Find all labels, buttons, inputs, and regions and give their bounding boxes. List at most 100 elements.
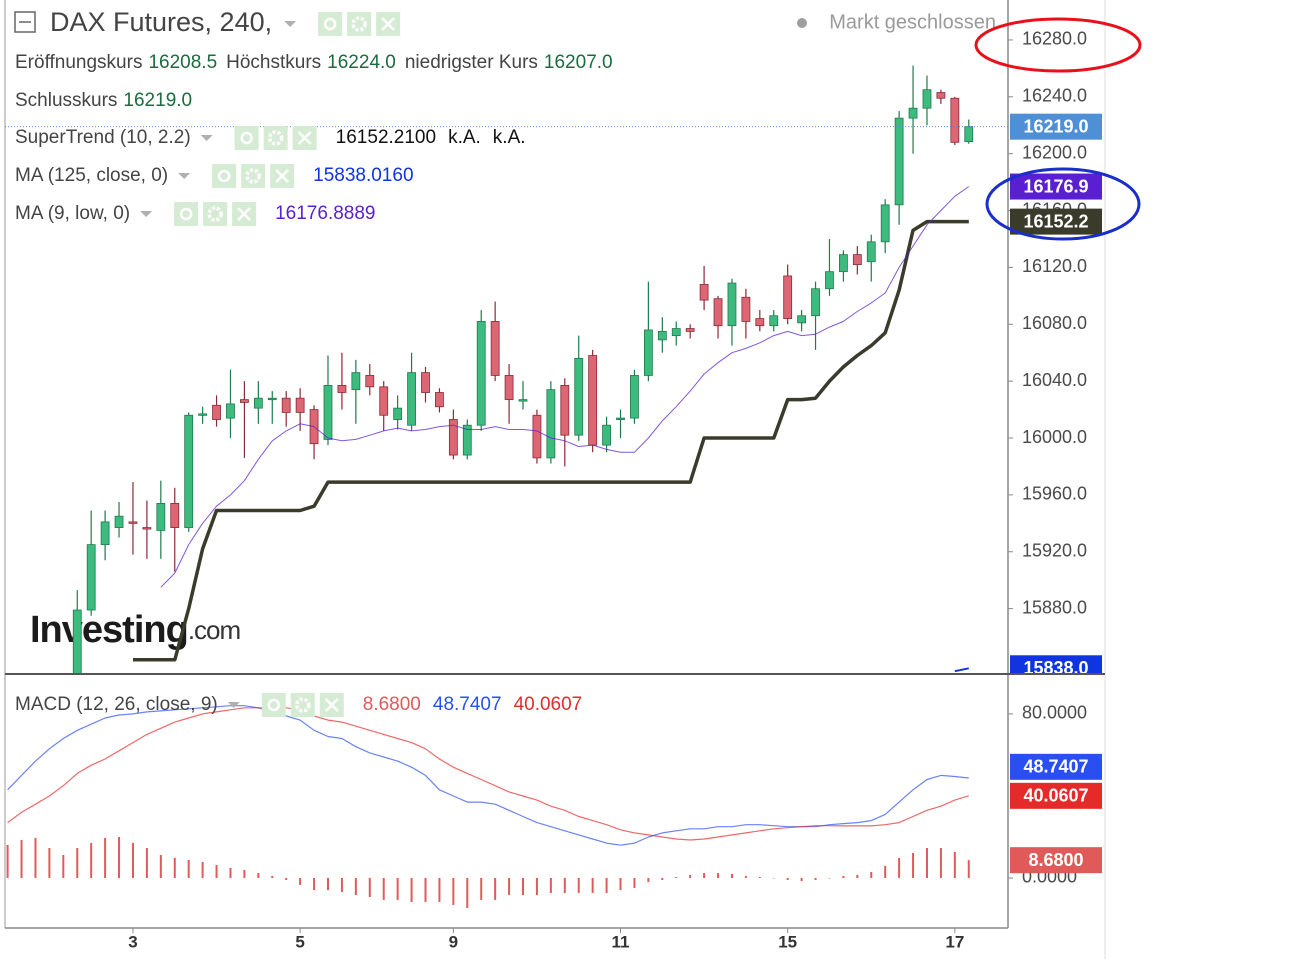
legend-icon[interactable] xyxy=(318,12,343,36)
legend-icon[interactable] xyxy=(212,164,237,188)
macd-title: MACD (12, 26, close, 9) xyxy=(15,694,218,715)
macd-histogram-bar xyxy=(633,877,636,889)
indicator-value: k.A. xyxy=(493,127,526,148)
price-badge-label: 16176.9 xyxy=(1023,176,1088,196)
ohlc-value: 16207.0 xyxy=(544,52,613,73)
indicator-name: SuperTrend (10, 2.2) xyxy=(15,127,191,148)
indicator-value: 16176.8889 xyxy=(275,203,375,224)
macd-histogram-bar xyxy=(201,861,204,878)
candle-body xyxy=(114,515,124,528)
legend-icon[interactable] xyxy=(347,12,372,36)
legend-icon-eye xyxy=(179,207,193,221)
macd-histogram-bar xyxy=(173,857,176,878)
legend-icon-close xyxy=(237,207,251,221)
blue-highlight xyxy=(985,167,1141,241)
macd-histogram-bar xyxy=(953,851,956,878)
ohlc-name: niedrigster Kurs xyxy=(405,52,538,73)
y-tick-label: 16240.0 xyxy=(1022,86,1087,106)
candle-body xyxy=(950,97,960,143)
macd-histogram-bar xyxy=(424,877,427,902)
legend-icon-close xyxy=(381,17,395,31)
candle-body xyxy=(755,318,765,327)
legend-icon[interactable] xyxy=(263,126,288,150)
legend-icon[interactable] xyxy=(290,693,315,717)
macd-histogram-bar xyxy=(522,877,525,895)
legend: Markt geschlossen DAX Futures, 240, Eröf… xyxy=(14,7,996,717)
dropdown-caret[interactable] xyxy=(178,173,191,179)
candle-body xyxy=(295,397,305,413)
price-badge-label: 15838.0 xyxy=(1023,658,1088,678)
candle-body xyxy=(546,389,556,459)
collapse-box[interactable] xyxy=(14,11,36,33)
dropdown-caret[interactable] xyxy=(284,21,297,27)
legend-icon[interactable] xyxy=(174,202,199,226)
macd-histogram-bar xyxy=(549,877,552,893)
candle-body xyxy=(727,282,737,327)
macd-line xyxy=(7,707,969,841)
y-tick-label: 16120.0 xyxy=(1022,256,1087,276)
macd-histogram-bar xyxy=(842,875,845,878)
price-badge xyxy=(1010,173,1102,200)
macd-histogram-bar xyxy=(20,840,23,878)
status-dot xyxy=(797,18,807,28)
candle-body xyxy=(184,414,194,528)
y-tick-label: 16280.0 xyxy=(1022,29,1087,49)
legend-icon[interactable] xyxy=(234,126,259,150)
price-badge xyxy=(1010,113,1102,140)
indicator-value: 16152.2100 xyxy=(336,127,436,148)
market-status: Markt geschlossen xyxy=(829,11,996,33)
legend-icon-eye xyxy=(240,131,253,145)
indicator-line xyxy=(160,186,970,588)
candle-body xyxy=(685,328,695,332)
legend-icon[interactable] xyxy=(203,202,228,226)
macd-histogram-bar xyxy=(870,872,873,878)
macd-histogram-bar xyxy=(382,877,385,900)
macd-histogram-bar xyxy=(271,875,274,878)
ohlc-value: 16219.0 xyxy=(123,90,192,111)
legend-icon-close xyxy=(297,131,312,145)
candle-body xyxy=(922,89,932,109)
macd-badge xyxy=(1010,782,1102,809)
dropdown-caret[interactable] xyxy=(200,135,213,141)
candle-body xyxy=(323,385,333,440)
indicator-value: k.A. xyxy=(448,127,481,148)
macd-histogram-bar xyxy=(90,842,93,878)
macd-histogram-bar xyxy=(145,848,148,878)
dropdown-caret[interactable] xyxy=(227,702,240,708)
macd-histogram-bar xyxy=(814,877,817,881)
candle-body xyxy=(253,397,263,409)
y-tick-label: 15880.0 xyxy=(1022,597,1087,617)
macd-histogram-bar xyxy=(925,848,928,878)
legend-icon-gear xyxy=(207,206,223,222)
candle-body xyxy=(170,502,180,528)
macd-histogram-bar xyxy=(438,877,441,902)
macd-histogram-bar xyxy=(661,877,664,881)
macd-histogram-bar xyxy=(605,877,608,893)
macd-badge-label: 48.7407 xyxy=(1023,757,1088,777)
dropdown-caret[interactable] xyxy=(140,211,153,217)
macd-histogram-bar xyxy=(786,877,789,881)
candle-body xyxy=(602,424,611,446)
price-badges: 16219.0 16152.2 15838.0 16176.9 xyxy=(1010,113,1102,678)
candle-body xyxy=(616,417,625,421)
macd-histogram-bar xyxy=(396,877,399,900)
macd-histogram-bar xyxy=(354,877,357,895)
ohlc-value: 16224.0 xyxy=(327,52,396,73)
legend-icon[interactable] xyxy=(261,693,286,717)
macd-histogram-bar xyxy=(299,877,302,885)
candle-body xyxy=(964,126,974,142)
macd-histogram-bar xyxy=(800,877,803,882)
candle-body xyxy=(421,372,430,393)
ohlc-name: Höchstkurs xyxy=(226,52,321,73)
candle-body xyxy=(699,284,709,301)
candle-body xyxy=(769,315,779,327)
macd-histogram-bar xyxy=(730,873,733,878)
candle-body xyxy=(671,328,681,337)
chart-title: DAX Futures, 240, xyxy=(50,7,272,37)
candle-body xyxy=(713,298,723,327)
legend-icon[interactable] xyxy=(241,164,266,188)
candle-body xyxy=(936,92,946,99)
macd-histogram-bar xyxy=(703,873,706,878)
candle-body xyxy=(100,521,110,546)
